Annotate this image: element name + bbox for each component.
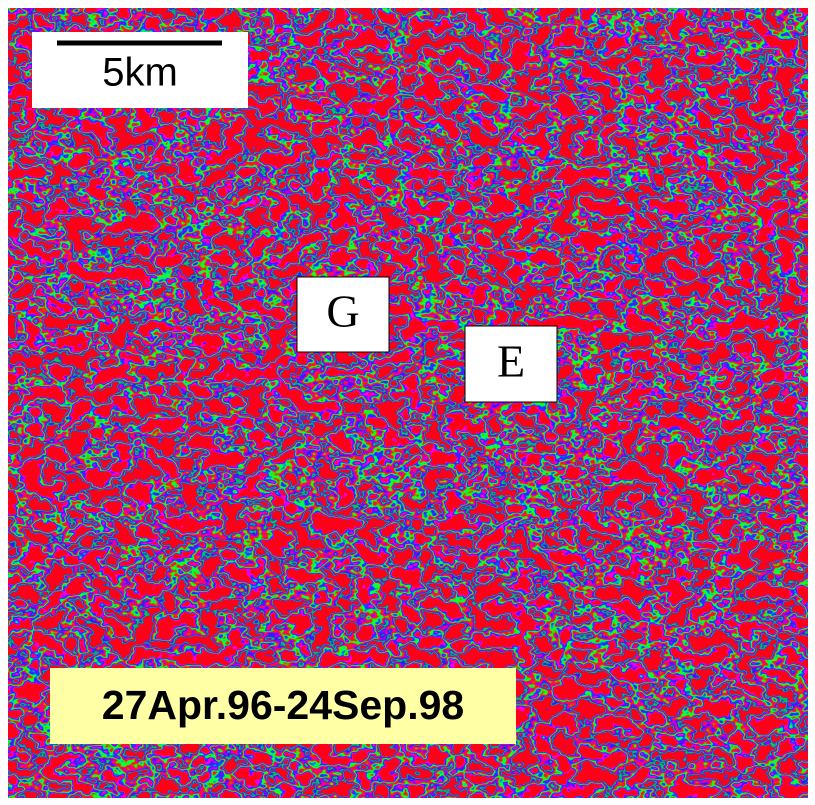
date-range: 27Apr.96-24Sep.98 bbox=[102, 682, 464, 728]
label-e: E bbox=[465, 326, 557, 402]
interferogram-view: 5km G E 27Apr.96-24Sep.98 bbox=[0, 0, 815, 805]
page: 5km G E 27Apr.96-24Sep.98 (() => { const… bbox=[0, 0, 815, 805]
label-text: E bbox=[497, 336, 525, 387]
scale-label: 5km bbox=[102, 51, 178, 95]
date-box: 27Apr.96-24Sep.98 bbox=[50, 668, 516, 744]
scale-bar: 5km bbox=[32, 32, 248, 108]
label-text: G bbox=[326, 286, 359, 337]
label-g: G bbox=[297, 277, 389, 352]
